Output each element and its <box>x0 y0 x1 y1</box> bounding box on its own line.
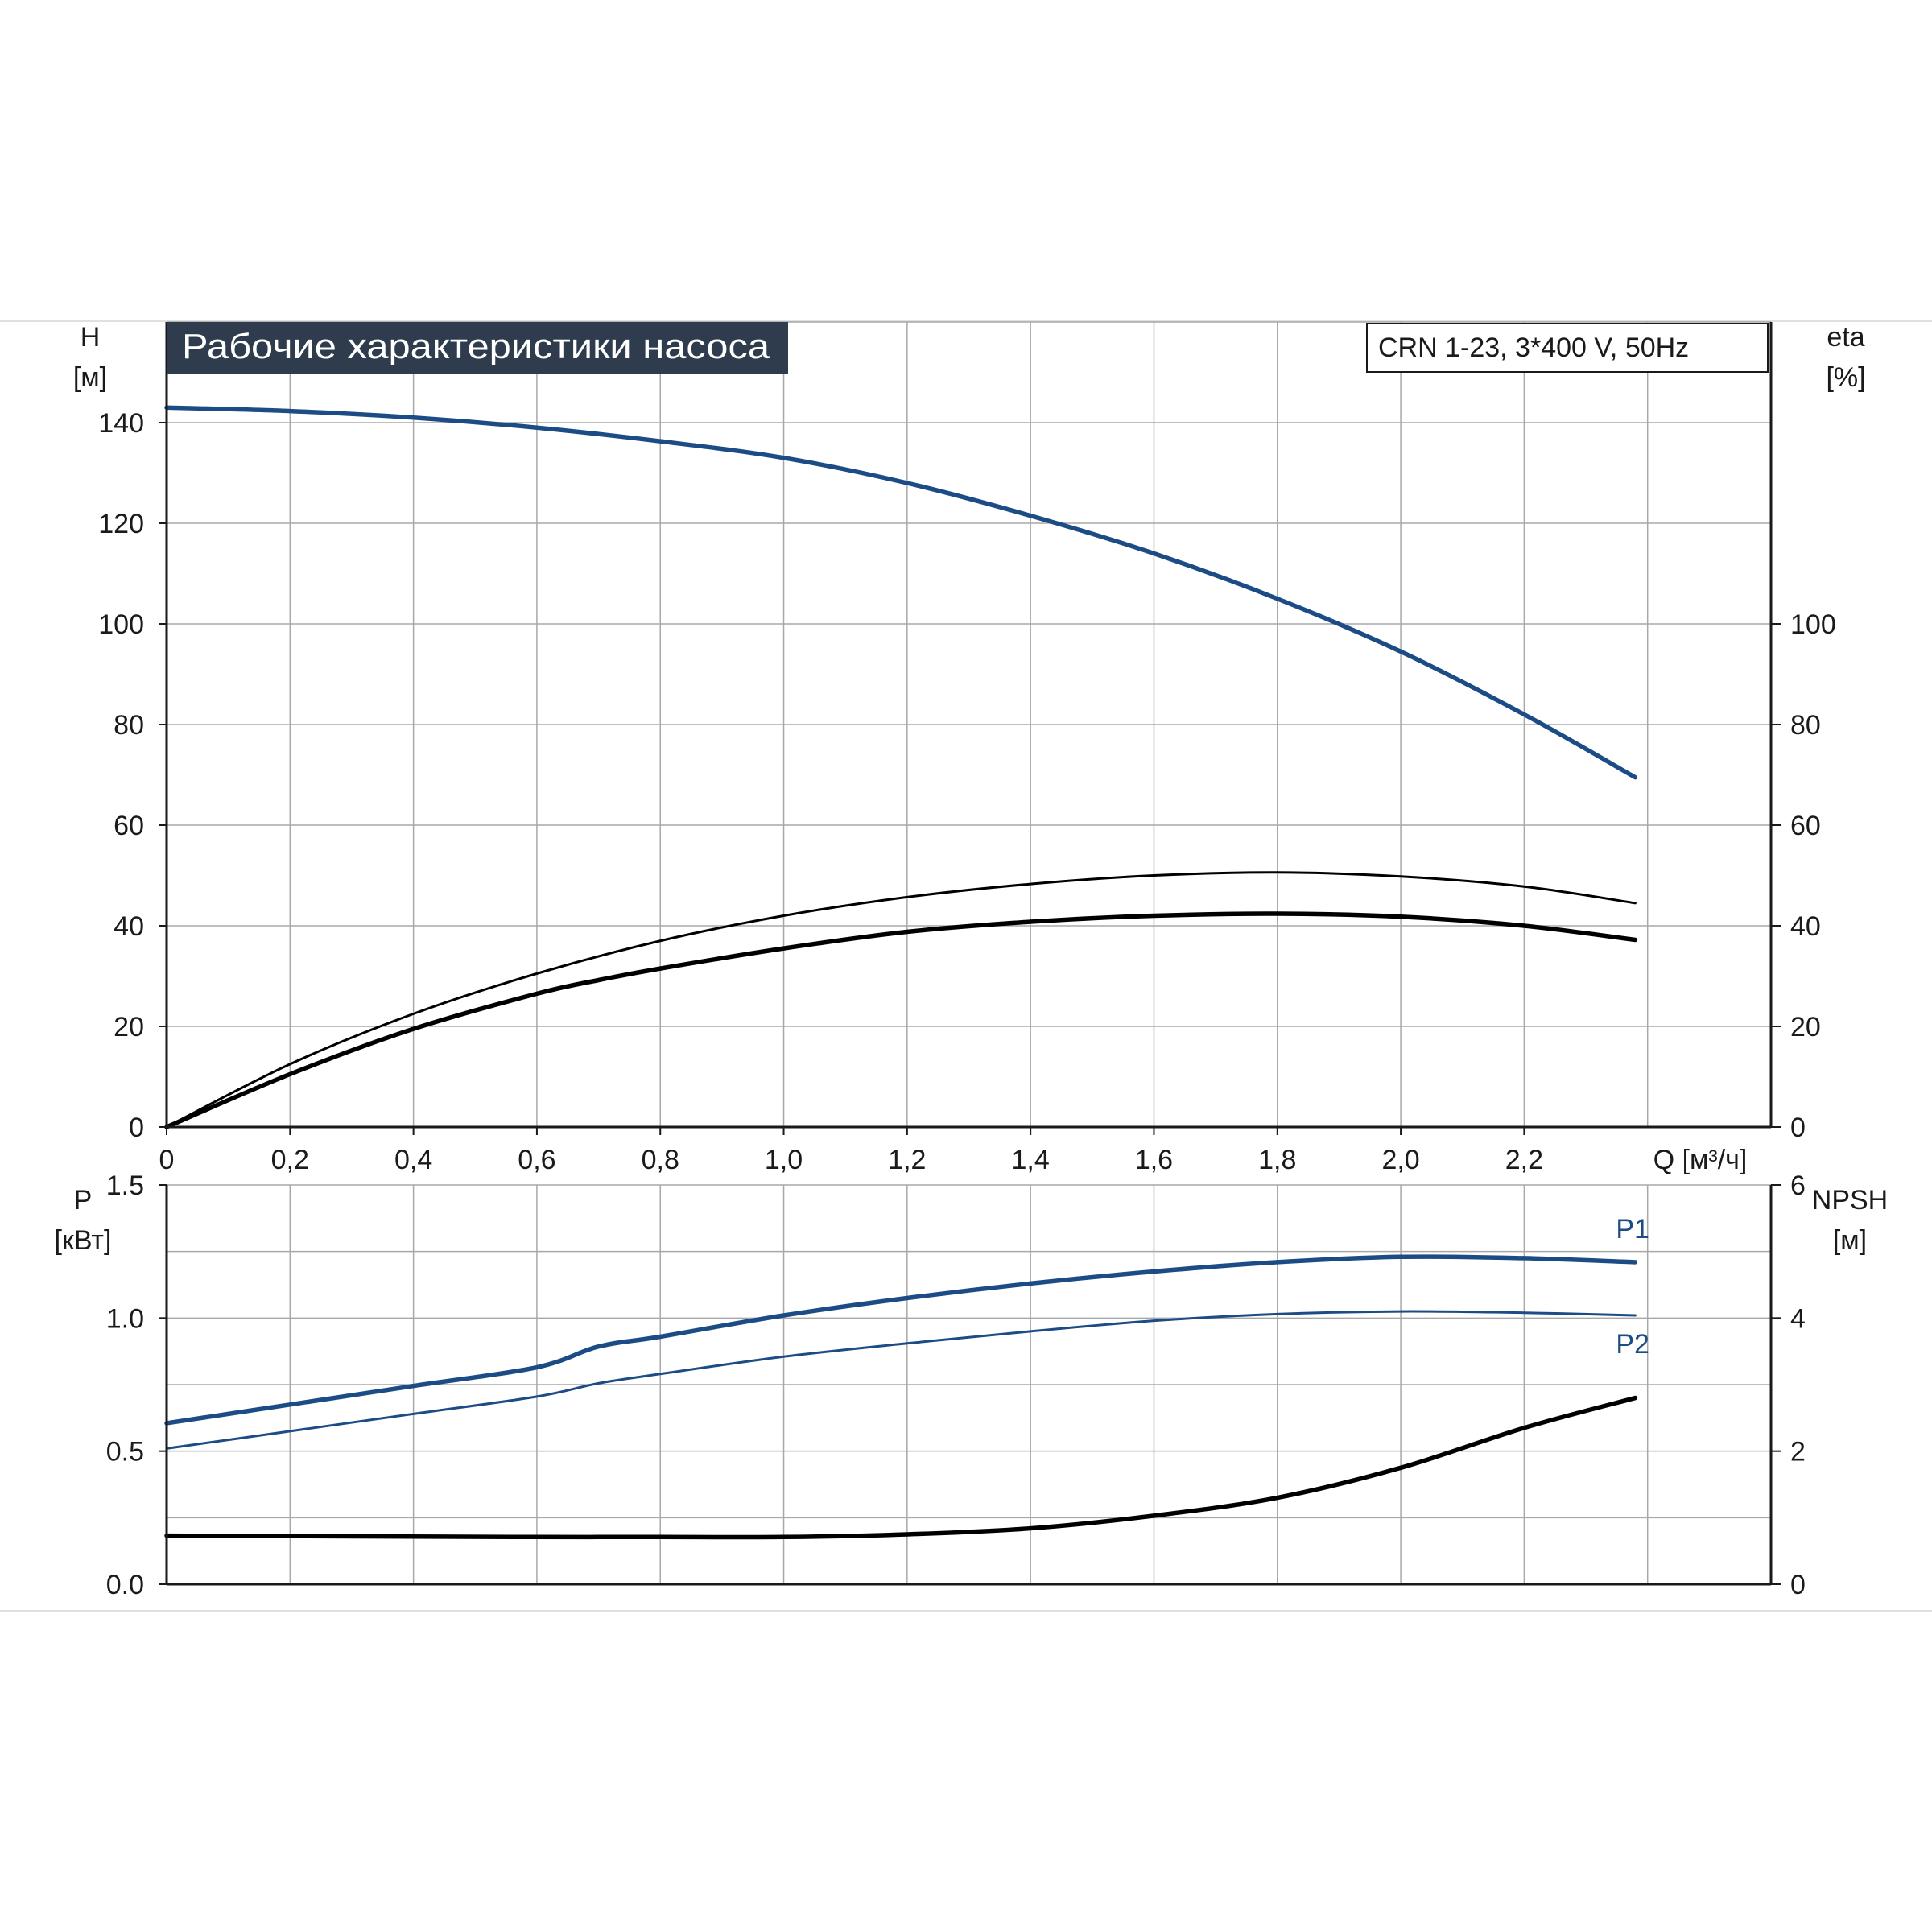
x-tick-label: 1,4 <box>1012 1145 1050 1175</box>
y-tick-label: 80 <box>114 710 144 741</box>
y-axis-unit: [м] <box>73 362 107 393</box>
y-tick-label: 1.5 <box>106 1170 144 1201</box>
series-npsh-line <box>164 1395 1638 1540</box>
x-tick-label: 0,8 <box>642 1145 679 1175</box>
y-tick-label: 0.0 <box>106 1570 144 1600</box>
y-axis-title: H <box>80 322 101 353</box>
y2-tick-label: 0 <box>1790 1570 1806 1600</box>
y2-tick-label: 6 <box>1790 1170 1806 1201</box>
x-tick-label: 1,0 <box>765 1145 803 1175</box>
y2-tick-label: 100 <box>1790 609 1836 640</box>
y2-axis-unit: [м] <box>1833 1225 1867 1256</box>
y2-tick-label: 80 <box>1790 710 1821 741</box>
y-tick-label: 0 <box>129 1113 144 1143</box>
chart-title: Рабочие характеристики насоса <box>182 327 770 366</box>
x-tick-label: 0 <box>159 1145 175 1175</box>
chart-title-banner <box>167 322 788 374</box>
x-axis-title: Q [м³/ч] <box>1653 1145 1748 1175</box>
y2-tick-label: 40 <box>1790 911 1821 942</box>
y2-tick-label: 20 <box>1790 1012 1821 1042</box>
series-eta-hydraulic-line <box>165 871 1637 1129</box>
series-label-P1: P1 <box>1616 1214 1649 1245</box>
y-axis-title: P <box>74 1185 93 1216</box>
y2-axis-title: NPSH <box>1812 1185 1888 1216</box>
y2-tick-label: 2 <box>1790 1437 1806 1468</box>
y-tick-label: 120 <box>98 509 144 539</box>
series-P1-line <box>164 1254 1638 1426</box>
x-tick-label: 0,6 <box>518 1145 555 1175</box>
y-tick-label: 1.0 <box>106 1303 144 1334</box>
x-tick-label: 1,2 <box>888 1145 926 1175</box>
model-label-box <box>1366 323 1769 373</box>
series-label-P2: P2 <box>1616 1329 1649 1360</box>
x-tick-label: 0,4 <box>394 1145 432 1175</box>
y-tick-label: 40 <box>114 911 144 942</box>
model-label: CRN 1-23, 3*400 V, 50Hz <box>1378 332 1689 363</box>
y2-tick-label: 60 <box>1790 811 1821 841</box>
y-tick-label: 60 <box>114 811 144 841</box>
series-P2-line <box>165 1310 1637 1450</box>
y2-axis-title: eta <box>1827 322 1864 353</box>
x-tick-label: 2,0 <box>1381 1145 1419 1175</box>
y-axis-unit: [кВт] <box>55 1225 112 1256</box>
y-tick-label: 140 <box>98 408 144 439</box>
x-tick-label: 1,8 <box>1258 1145 1296 1175</box>
y2-axis-unit: [%] <box>1826 362 1865 393</box>
x-tick-label: 1,6 <box>1135 1145 1173 1175</box>
y-tick-label: 100 <box>98 609 144 640</box>
y-tick-label: 0.5 <box>106 1437 144 1468</box>
x-tick-label: 2,2 <box>1505 1145 1543 1175</box>
x-tick-label: 0,2 <box>271 1145 309 1175</box>
y2-tick-label: 0 <box>1790 1113 1806 1143</box>
y2-tick-label: 4 <box>1790 1303 1806 1334</box>
y-tick-label: 20 <box>114 1012 144 1042</box>
series-eta-total-line <box>164 911 1638 1129</box>
